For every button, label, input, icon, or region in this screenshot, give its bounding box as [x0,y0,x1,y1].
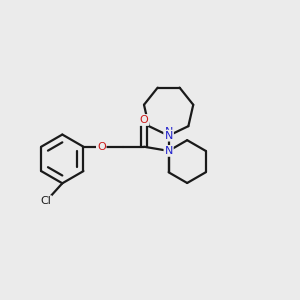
Text: Cl: Cl [40,196,51,206]
Text: O: O [140,115,148,125]
Text: O: O [97,142,106,152]
Text: N: N [164,131,173,141]
Text: N: N [164,146,173,156]
Text: N: N [164,127,173,137]
